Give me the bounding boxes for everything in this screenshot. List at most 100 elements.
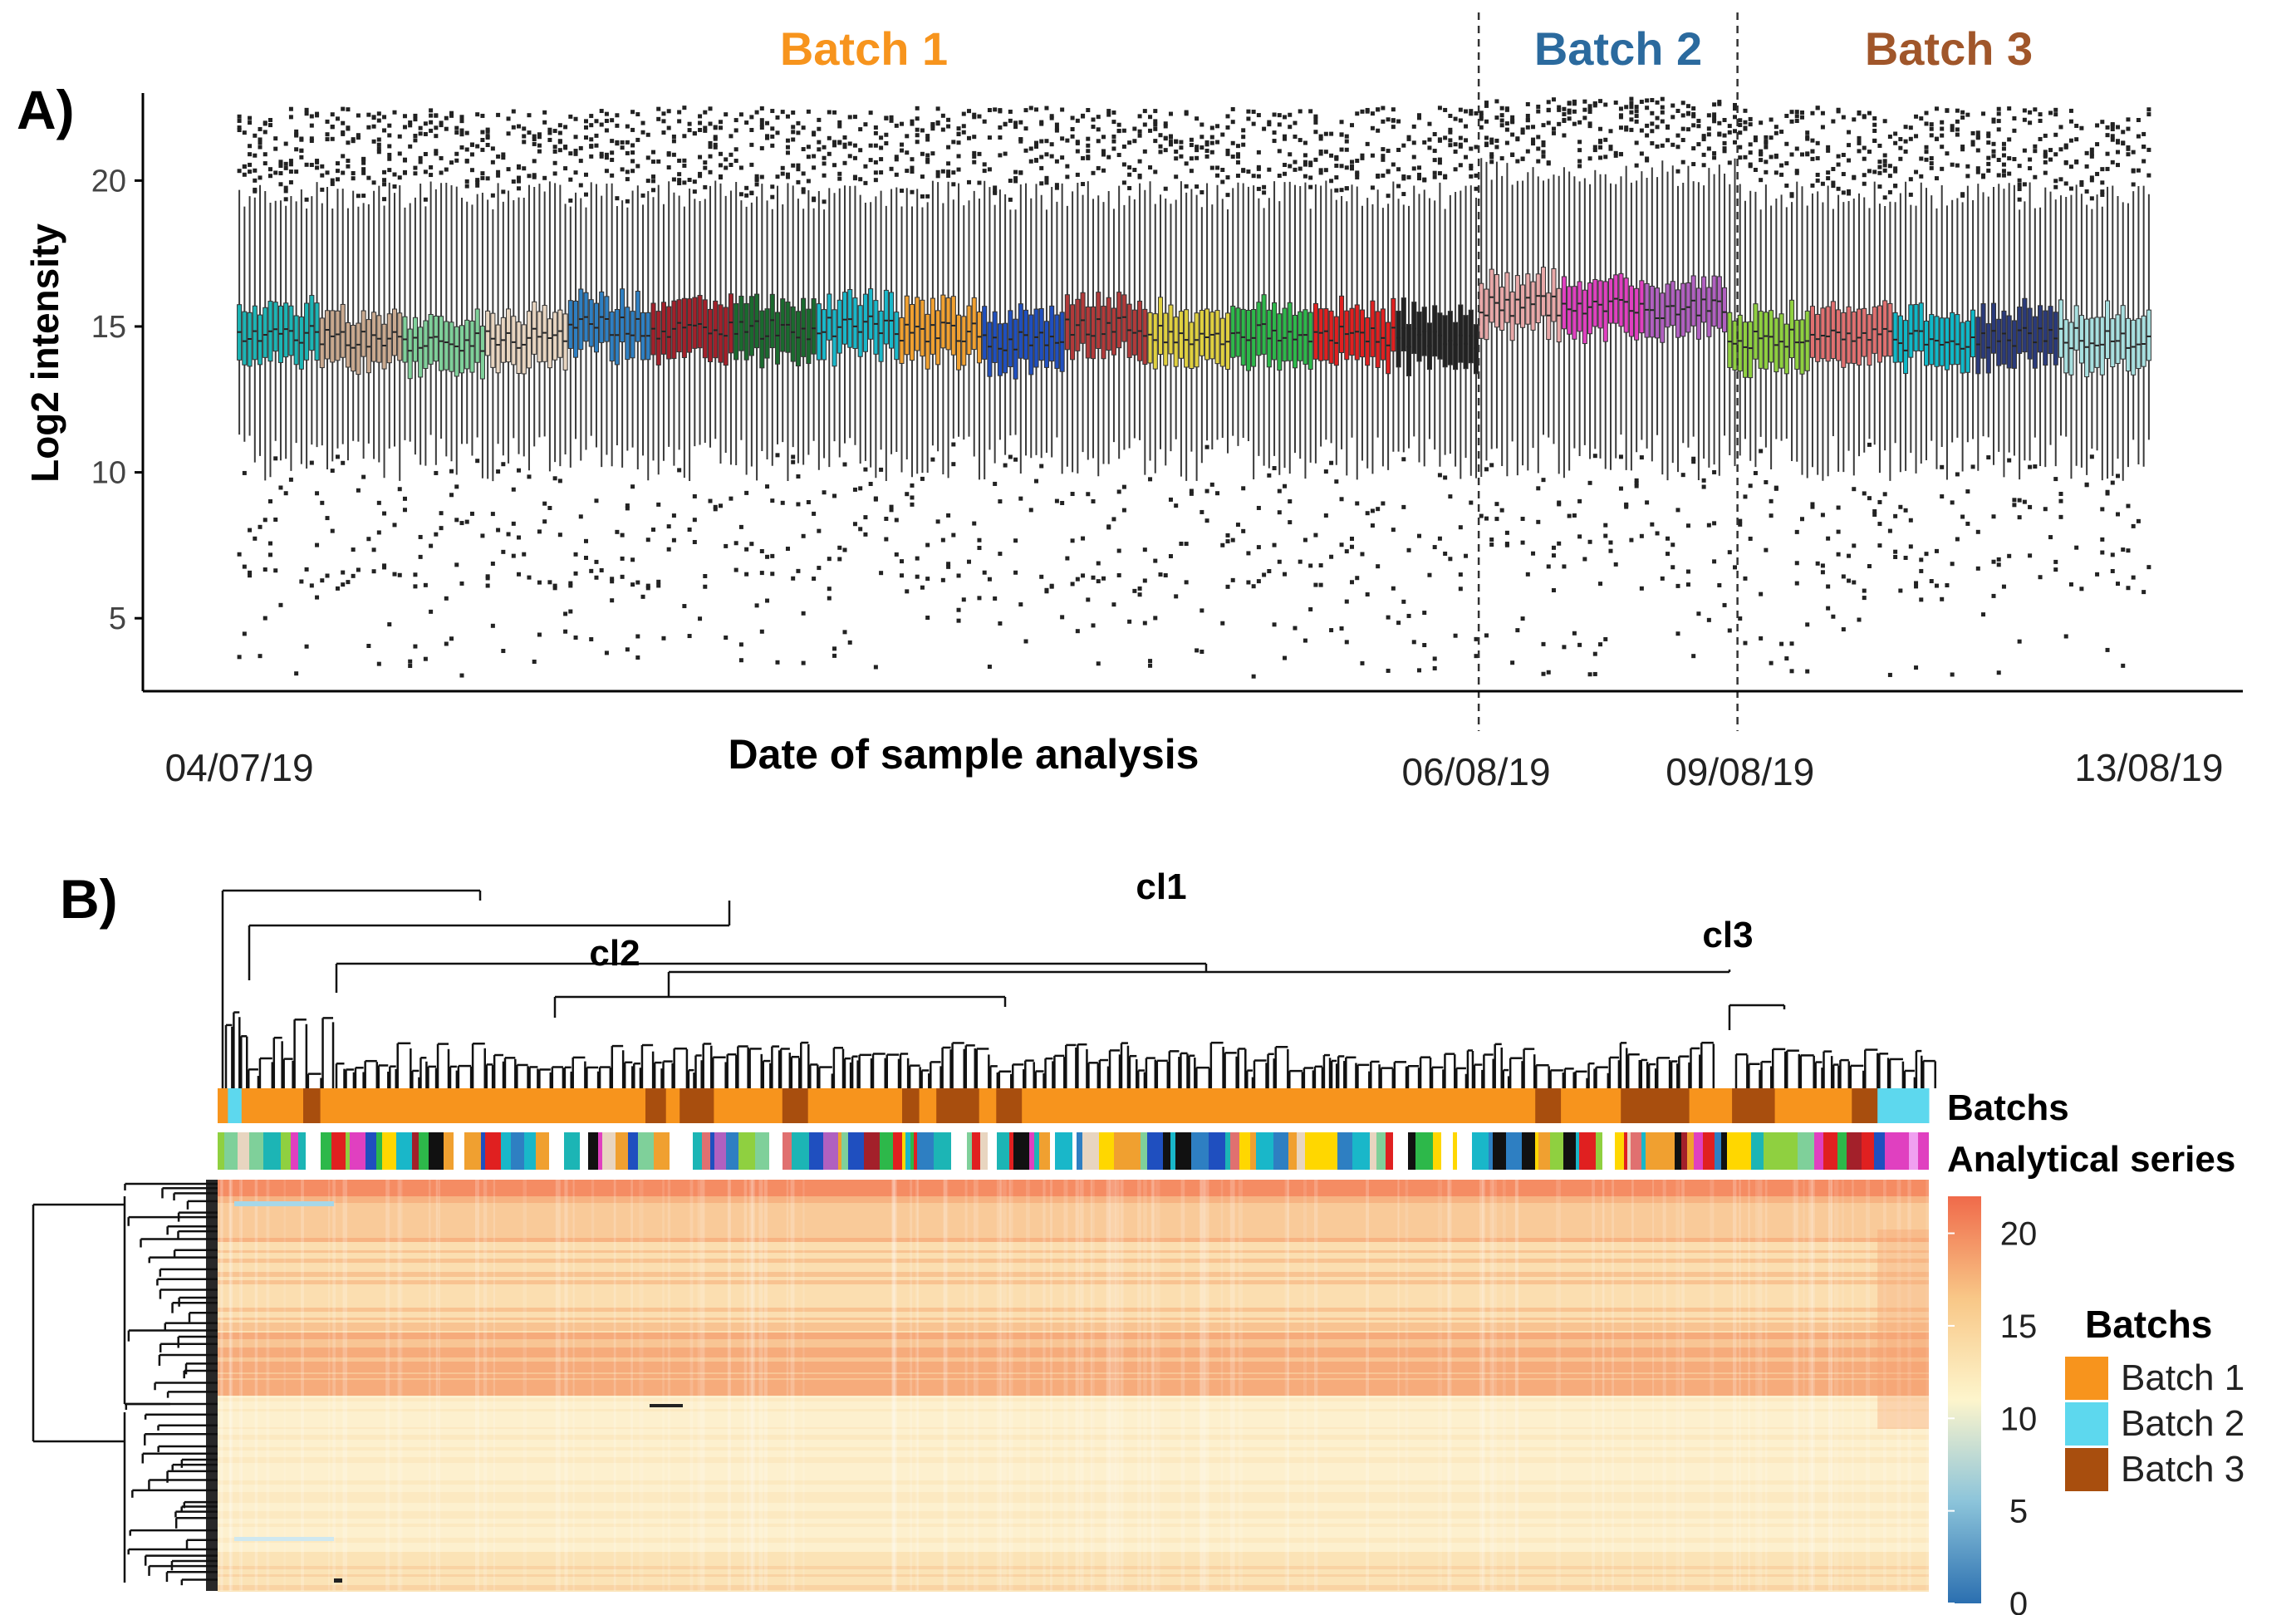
outlier-point [1986, 140, 1991, 145]
outlier-point [1759, 178, 1764, 183]
box [832, 309, 837, 367]
outlier-point [1826, 584, 1831, 589]
series-segment [864, 1132, 880, 1170]
outlier-point [785, 172, 790, 177]
outlier-point [1370, 153, 1375, 158]
outlier-point [1370, 111, 1375, 116]
outlier-point [283, 161, 288, 166]
outlier-point [557, 479, 562, 484]
outlier-point [480, 147, 485, 152]
outlier-point [812, 577, 817, 582]
outlier-point [1313, 114, 1318, 119]
outlier-point [1339, 188, 1344, 193]
outlier-point [1013, 570, 1018, 575]
outlier-point [1411, 155, 1416, 160]
outlier-point [1504, 530, 1509, 535]
outlier-point [1153, 616, 1158, 621]
outlier-point [791, 137, 796, 142]
outlier-point [315, 595, 320, 600]
outlier-point [1334, 479, 1339, 484]
box [2115, 314, 2121, 364]
box [1980, 303, 1986, 359]
outlier-point [304, 197, 309, 202]
outlier-point [967, 179, 972, 184]
outlier-point [413, 171, 418, 176]
heatmap-column [1757, 1180, 1763, 1591]
outlier-point [527, 174, 532, 179]
outlier-point [356, 488, 361, 493]
outlier-point [1153, 126, 1158, 131]
outlier-point [812, 511, 817, 516]
series-segment [769, 1132, 783, 1170]
series-segment [1114, 1132, 1128, 1170]
outlier-point [1862, 115, 1867, 120]
outlier-point [1220, 167, 1225, 172]
outlier-point [2126, 126, 2131, 131]
outlier-point [490, 562, 495, 567]
outlier-point [946, 124, 951, 129]
series-segment [1082, 1132, 1099, 1170]
outlier-point [1541, 150, 1546, 155]
outlier-point [873, 170, 878, 175]
heatmap-row [218, 1547, 1929, 1552]
outlier-point [780, 500, 785, 505]
outlier-point [413, 138, 418, 143]
outlier-point [408, 144, 413, 149]
outlier-point [671, 513, 676, 518]
outlier-point [1132, 139, 1137, 144]
outlier-point [1820, 181, 1825, 186]
outlier-point [935, 120, 940, 125]
outlier-point [1096, 127, 1101, 132]
outlier-point [1592, 651, 1597, 656]
series-segment [1641, 1132, 1646, 1170]
outlier-point [718, 151, 723, 156]
heatmap-column [1612, 1180, 1614, 1591]
outlier-point [1489, 463, 1494, 468]
outlier-point [1799, 115, 1804, 120]
outlier-point [267, 552, 272, 557]
outlier-point [1536, 159, 1541, 164]
outlier-point [1101, 135, 1106, 140]
outlier-point [1950, 124, 1955, 129]
outlier-point [2121, 130, 2126, 135]
outlier-point [1479, 110, 1484, 115]
outlier-point [1789, 641, 1794, 646]
batch-segment [919, 1088, 937, 1123]
box [319, 317, 325, 369]
outlier-point [666, 125, 671, 130]
outlier-point [1877, 543, 1882, 548]
outlier-point [610, 157, 615, 162]
y-tick-label: 5 [109, 601, 126, 636]
colorbar-tick-label: 5 [2009, 1494, 2028, 1530]
outlier-point [1323, 469, 1328, 474]
box [1152, 313, 1158, 370]
outlier-point [1283, 572, 1288, 577]
outlier-point [1712, 469, 1717, 474]
outlier-point [1458, 107, 1463, 112]
outlier-point [1303, 162, 1307, 167]
box [1836, 309, 1842, 361]
box [697, 295, 703, 349]
outlier-point [402, 125, 407, 130]
outlier-point [1262, 184, 1267, 189]
outlier-point [2141, 590, 2146, 595]
outlier-point [1272, 139, 1277, 144]
heatmap-row [218, 1538, 1929, 1541]
outlier-point [1525, 118, 1530, 123]
outlier-point [501, 155, 506, 160]
outlier-point [1722, 140, 1727, 145]
outlier-point [1432, 170, 1437, 175]
outlier-point [1411, 140, 1416, 145]
outlier-point [2100, 189, 2105, 194]
outlier-point [1572, 109, 1577, 114]
outlier-point [589, 568, 594, 573]
outlier-point [2131, 169, 2136, 174]
box [1230, 305, 1236, 358]
heatmap-row [218, 1338, 1929, 1339]
heatmap-column [1803, 1180, 1805, 1591]
box [1975, 317, 1981, 375]
outlier-point [1111, 146, 1116, 151]
heatmap-row [218, 1461, 1929, 1463]
outlier-point [1608, 145, 1613, 150]
outlier-point [1634, 478, 1639, 483]
